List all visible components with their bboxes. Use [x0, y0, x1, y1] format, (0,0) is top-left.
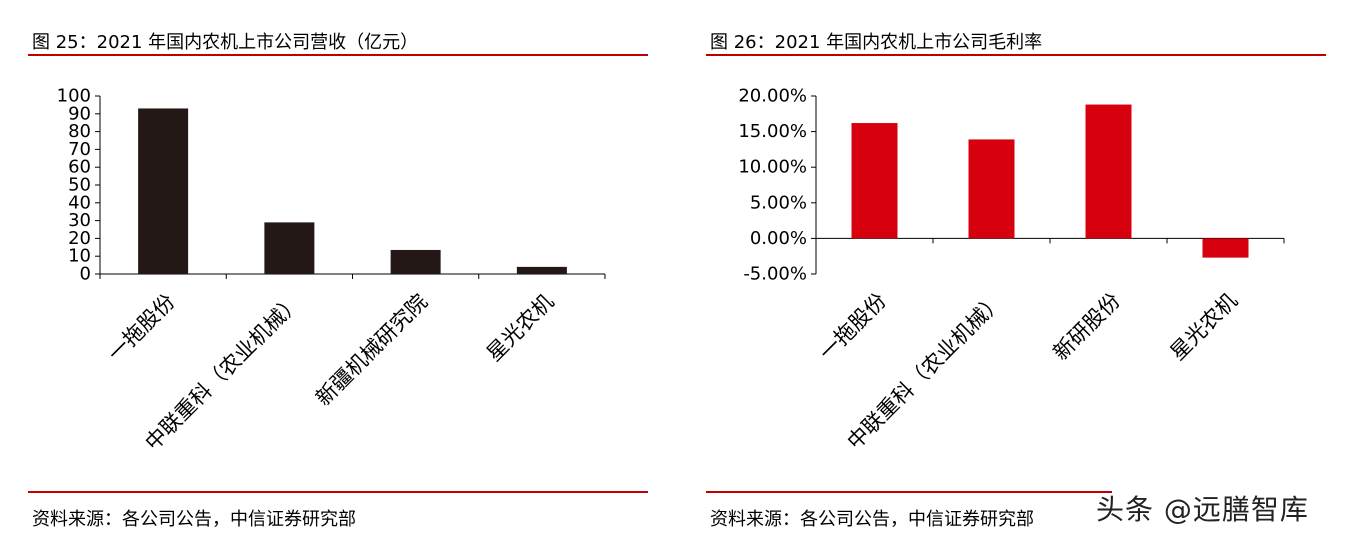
bar	[390, 249, 441, 274]
bar	[1085, 104, 1132, 239]
y-tick-label: 100	[57, 86, 91, 107]
x-category-label: 新疆机械研究院	[311, 290, 432, 411]
watermark: 头条 @远膳智库	[1096, 493, 1309, 526]
x-category-label: 星光农机	[482, 290, 558, 366]
chart-title: 图 25：2021 年国内农机上市公司营收（亿元）	[32, 32, 419, 53]
bar	[1202, 238, 1249, 258]
y-tick-label: 40	[68, 192, 91, 213]
title-rule	[706, 54, 1326, 56]
source-note: 资料来源：各公司公告，中信证券研究部	[32, 509, 356, 530]
y-tick-label: 15.00%	[738, 121, 807, 142]
chart-title: 图 26：2021 年国内农机上市公司毛利率	[710, 32, 1043, 53]
x-category-label: 新研股份	[1049, 289, 1125, 365]
x-category-label: 星光农机	[1166, 289, 1242, 365]
y-tick-label: -5.00%	[743, 264, 807, 285]
chart-panel-revenue: 图 25：2021 年国内农机上市公司营收（亿元） 0 10 20 30 40 50 60 7…	[0, 0, 680, 540]
y-tick-label: 60	[68, 157, 91, 178]
x-category-label: 一拖股份	[815, 289, 891, 365]
y-tick-label: 20	[68, 228, 91, 249]
source-rule	[28, 491, 648, 493]
title-rule	[28, 54, 648, 56]
y-tick-label: 90	[68, 103, 91, 124]
gross-margin-bar-chart: -5.00%0.00%5.00%10.00%15.00%20.00%一拖股份中联…	[738, 86, 1285, 454]
bar	[851, 123, 898, 239]
bar	[138, 108, 189, 275]
bar	[516, 266, 567, 274]
y-tick-label: 10	[68, 246, 91, 267]
y-tick-label: 5.00%	[750, 192, 807, 213]
source-rule	[706, 491, 1112, 493]
y-tick-label: 20.00%	[738, 86, 807, 107]
y-tick-label: 70	[68, 139, 91, 160]
source-note: 资料来源：各公司公告，中信证券研究部	[710, 509, 1034, 530]
y-tick-label: 10.00%	[738, 157, 807, 178]
x-category-label: 一拖股份	[103, 290, 179, 366]
chart-panel-gross-margin: 图 26：2021 年国内农机上市公司毛利率 -5.00% 0.00% 5.00% 1…	[680, 0, 1362, 540]
bar	[968, 139, 1015, 239]
y-tick-label: 0.00%	[750, 228, 807, 249]
y-tick-label: 80	[68, 121, 91, 142]
y-tick-label: 0	[80, 264, 91, 285]
y-tick-label: 30	[68, 210, 91, 231]
y-tick-label: 50	[68, 175, 91, 196]
bar	[264, 222, 315, 274]
